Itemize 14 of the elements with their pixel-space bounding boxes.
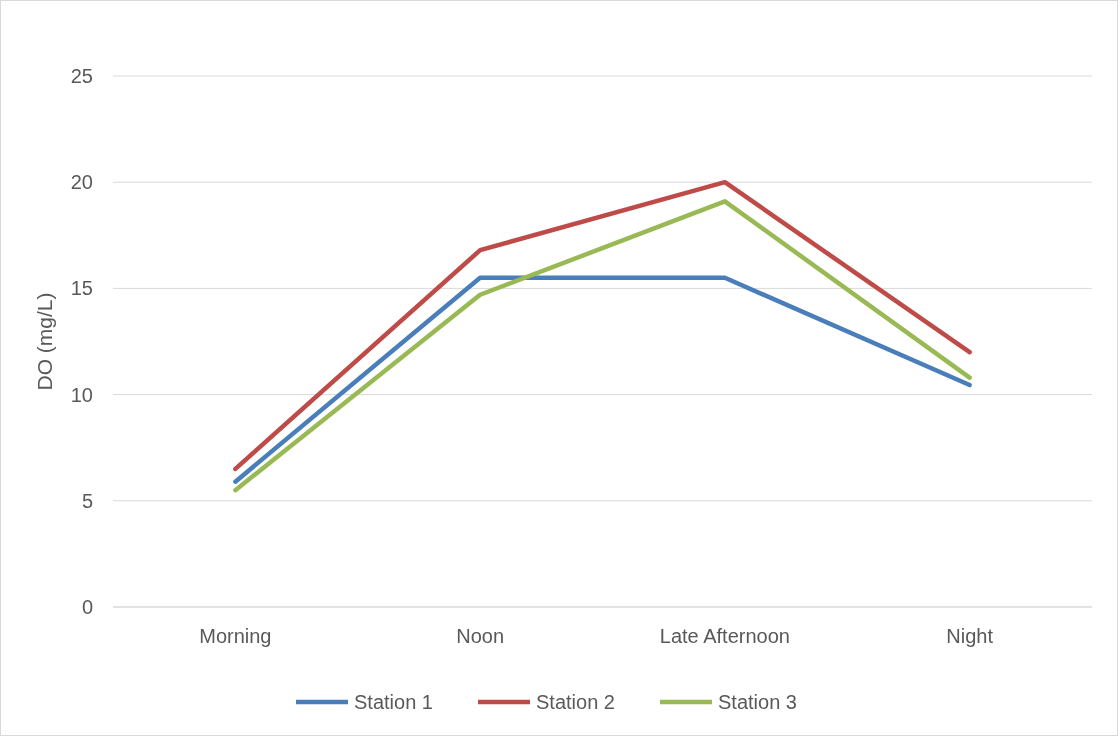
y-tick-label: 15 — [70, 277, 93, 300]
x-tick-label: Morning — [199, 625, 272, 647]
y-tick-label: 25 — [70, 65, 93, 87]
y-axis-title: DO (mg/L) — [33, 292, 56, 391]
y-tick-label: 0 — [81, 596, 93, 618]
x-tick-label: Noon — [456, 625, 505, 647]
x-tick-label: Night — [946, 625, 994, 647]
y-tick-label: 5 — [81, 489, 93, 512]
legend-label: Station 1 — [354, 691, 433, 713]
y-tick-label: 20 — [70, 171, 93, 194]
y-tick-label: 10 — [70, 383, 93, 406]
legend-label: Station 3 — [718, 691, 797, 713]
legend-label: Station 2 — [536, 691, 615, 713]
x-tick-label: Late Afternoon — [659, 625, 790, 647]
